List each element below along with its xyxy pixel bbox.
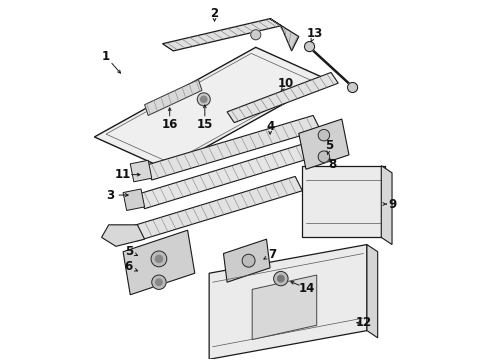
Text: 11: 11 bbox=[115, 168, 131, 181]
Polygon shape bbox=[209, 244, 367, 359]
Circle shape bbox=[347, 82, 358, 93]
Circle shape bbox=[156, 279, 162, 285]
Polygon shape bbox=[381, 166, 392, 244]
Text: 5: 5 bbox=[125, 245, 134, 258]
Polygon shape bbox=[252, 275, 317, 339]
Circle shape bbox=[200, 96, 207, 103]
Text: 3: 3 bbox=[106, 189, 115, 202]
Circle shape bbox=[274, 271, 288, 286]
Circle shape bbox=[197, 93, 210, 106]
Polygon shape bbox=[130, 160, 152, 182]
Circle shape bbox=[251, 30, 261, 40]
Circle shape bbox=[242, 254, 255, 267]
Polygon shape bbox=[145, 80, 202, 116]
Circle shape bbox=[152, 275, 166, 289]
Circle shape bbox=[304, 41, 315, 51]
Polygon shape bbox=[367, 244, 378, 338]
Polygon shape bbox=[130, 176, 302, 241]
Polygon shape bbox=[123, 230, 195, 295]
Text: 4: 4 bbox=[266, 121, 274, 134]
Text: 2: 2 bbox=[211, 8, 219, 21]
Text: 8: 8 bbox=[329, 158, 337, 171]
Polygon shape bbox=[137, 144, 310, 209]
Text: 16: 16 bbox=[162, 118, 178, 131]
Text: 7: 7 bbox=[268, 248, 276, 261]
Polygon shape bbox=[123, 189, 145, 211]
Circle shape bbox=[155, 255, 163, 262]
Polygon shape bbox=[95, 47, 327, 169]
Polygon shape bbox=[270, 19, 299, 51]
Text: 12: 12 bbox=[355, 316, 371, 329]
Polygon shape bbox=[223, 239, 270, 282]
Circle shape bbox=[318, 130, 330, 141]
Polygon shape bbox=[101, 225, 145, 246]
Polygon shape bbox=[302, 166, 385, 237]
Polygon shape bbox=[227, 72, 338, 123]
Circle shape bbox=[278, 275, 284, 282]
Text: 15: 15 bbox=[196, 118, 213, 131]
Text: 6: 6 bbox=[124, 260, 133, 273]
Text: 9: 9 bbox=[388, 198, 396, 211]
Circle shape bbox=[151, 251, 167, 267]
Text: 5: 5 bbox=[325, 139, 333, 152]
Text: 13: 13 bbox=[307, 27, 323, 40]
Text: 1: 1 bbox=[102, 50, 110, 63]
Polygon shape bbox=[299, 119, 349, 169]
Polygon shape bbox=[106, 53, 316, 163]
Circle shape bbox=[318, 151, 330, 162]
Text: 10: 10 bbox=[278, 77, 294, 90]
Text: 14: 14 bbox=[299, 282, 315, 295]
Polygon shape bbox=[163, 19, 281, 51]
Polygon shape bbox=[145, 116, 320, 180]
